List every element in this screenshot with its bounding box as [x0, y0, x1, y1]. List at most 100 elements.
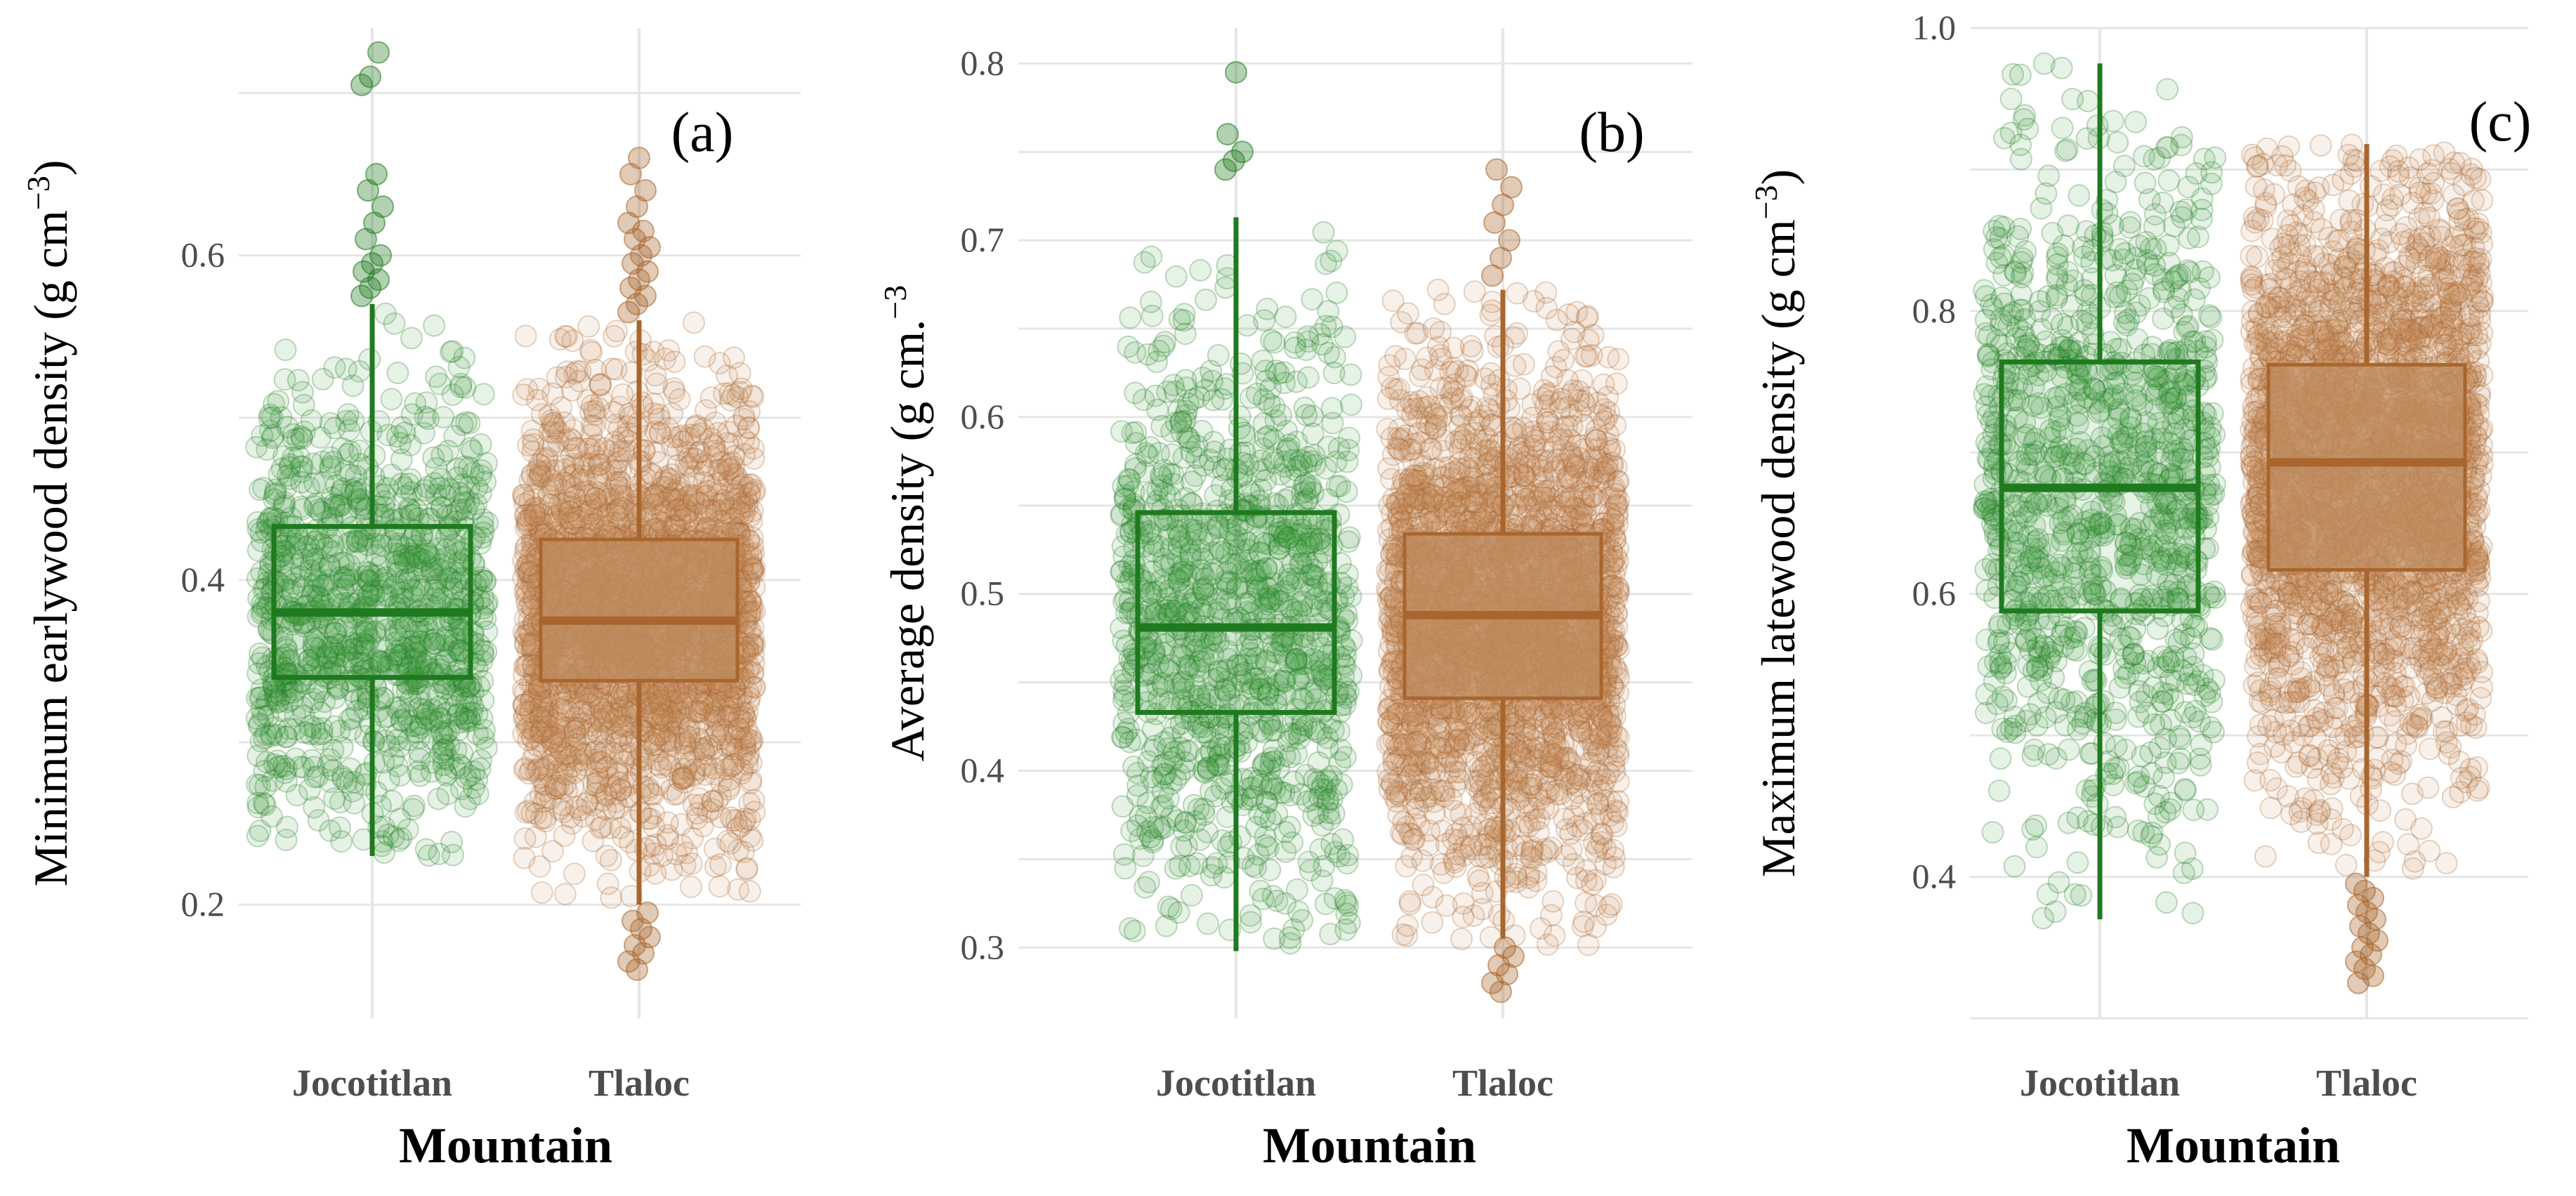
data-point: [725, 414, 748, 438]
data-point: [641, 493, 664, 516]
data-point: [1320, 249, 1343, 272]
data-point: [463, 760, 486, 783]
data-point: [279, 453, 301, 476]
data-point: [426, 684, 449, 707]
data-point: [380, 648, 402, 671]
data-point: [426, 568, 449, 591]
data-point: [1251, 349, 1274, 372]
data-point: [719, 832, 742, 855]
data-point: [306, 765, 329, 788]
data-point: [1322, 362, 1346, 385]
data-point: [341, 530, 364, 553]
data-point: [284, 747, 308, 770]
data-point: [408, 551, 431, 573]
data-point: [388, 644, 411, 667]
data-point: [605, 357, 628, 381]
data-point: [1118, 468, 1141, 492]
data-point: [292, 704, 315, 728]
data-point: [375, 619, 398, 641]
data-point: [300, 552, 323, 575]
data-point: [361, 579, 384, 602]
data-point: [298, 723, 322, 745]
data-point: [1235, 314, 1259, 337]
data-point: [434, 648, 457, 671]
data-point: [313, 497, 336, 520]
data-point: [580, 503, 603, 526]
data-point: [444, 539, 467, 561]
data-point: [415, 707, 438, 730]
data-point: [443, 756, 466, 780]
data-point: [306, 585, 329, 608]
data-point: [1192, 798, 1216, 821]
data-point: [599, 848, 622, 872]
data-point: [388, 735, 411, 758]
data-point: [301, 652, 324, 675]
data-point: [310, 635, 334, 658]
data-point: [1283, 336, 1306, 360]
data-point: [430, 497, 453, 519]
data-point: [470, 459, 493, 482]
data-point: [1251, 888, 1275, 910]
data-point: [420, 556, 443, 579]
data-point: [335, 770, 358, 794]
data-point: [271, 699, 294, 723]
data-point: [390, 648, 413, 671]
data-point: [258, 407, 281, 430]
outlier-point: [634, 179, 657, 202]
data-point: [400, 714, 423, 737]
data-point: [596, 872, 619, 895]
data-point: [336, 443, 360, 466]
data-point: [1174, 322, 1197, 346]
data-point: [319, 455, 342, 478]
data-point: [1180, 883, 1203, 907]
data-point: [1332, 828, 1355, 851]
data-point: [1334, 891, 1358, 914]
data-point: [431, 629, 454, 652]
data-point: [408, 574, 431, 597]
data-point: [718, 381, 742, 405]
data-point: [397, 728, 420, 751]
data-point: [334, 459, 357, 482]
data-point: [337, 532, 360, 555]
data-point: [441, 683, 464, 707]
data-point: [303, 530, 326, 553]
data-point: [450, 756, 473, 779]
data-point: [474, 471, 497, 494]
data-point: [1244, 856, 1268, 879]
data-point: [289, 455, 313, 478]
data-point: [1148, 339, 1171, 362]
data-point: [428, 695, 451, 718]
data-point: [402, 794, 426, 817]
data-point: [405, 641, 428, 664]
data-point: [319, 412, 342, 435]
data-point: [346, 541, 369, 565]
data-point: [433, 738, 456, 761]
data-point: [279, 649, 302, 672]
data-point: [466, 782, 489, 806]
data-point: [256, 704, 280, 728]
data-point: [1339, 393, 1362, 416]
data-point: [435, 722, 458, 745]
data-point: [265, 649, 288, 672]
data-point: [384, 631, 407, 654]
data-point: [251, 424, 274, 447]
data-point: [438, 719, 461, 742]
data-point: [284, 628, 308, 651]
data-point: [459, 787, 482, 810]
data-point: [1167, 901, 1190, 924]
outlier-point: [367, 41, 390, 64]
data-point: [1287, 900, 1310, 924]
data-point: [433, 484, 456, 507]
data-point: [737, 544, 759, 567]
data-point: [396, 818, 419, 841]
data-point: [447, 355, 471, 379]
data-point: [303, 796, 326, 819]
data-point: [254, 775, 277, 799]
data-point: [303, 579, 326, 603]
data-point: [331, 765, 354, 788]
data-point: [317, 754, 340, 777]
y-tick-label: 0.4: [181, 560, 225, 599]
data-point: [371, 568, 394, 591]
data-point: [449, 375, 473, 398]
data-point: [300, 409, 323, 432]
